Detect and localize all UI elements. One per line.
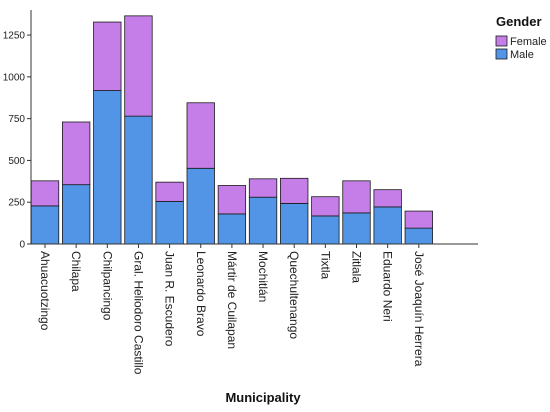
x-tick-label: Zitlala — [350, 251, 364, 283]
x-tick-label: Chilpancingo — [100, 251, 114, 321]
bars — [30, 15, 433, 245]
bar-female — [373, 189, 402, 208]
x-tick-label: Gral. Heliodoro Castillo — [131, 251, 145, 375]
bar-female — [155, 181, 184, 202]
y-tick-label: 1250 — [3, 31, 26, 42]
bar-female — [217, 185, 247, 215]
x-tick-label: Tixtla — [318, 251, 332, 280]
bar-male — [62, 184, 91, 245]
y-tick-label: 750 — [8, 114, 25, 125]
bar-male — [248, 196, 278, 245]
y-tick-label: 250 — [8, 198, 25, 209]
x-axis-title: Municipality — [225, 390, 301, 405]
legend-label-male: Male — [510, 49, 534, 61]
x-tick-label: Leonardo Bravo — [194, 251, 208, 337]
bar-male — [155, 200, 184, 245]
x-tick-label: Ahuacuotzingo — [38, 251, 52, 331]
legend-swatch-female — [495, 35, 508, 47]
x-tick-label: José Joaquín Herrera — [412, 251, 426, 367]
y-tick-label: 0 — [19, 240, 25, 251]
bar-female — [404, 210, 433, 229]
x-tick-label: Mochitlán — [256, 251, 270, 302]
bar-male — [217, 213, 247, 245]
bar-female — [342, 180, 371, 214]
bar-male — [342, 212, 371, 245]
bar-male — [280, 202, 309, 245]
bar-male — [186, 167, 215, 245]
bar-female — [248, 178, 278, 198]
legend-label-female: Female — [510, 36, 547, 48]
axes — [30, 10, 478, 245]
bar-male — [311, 215, 340, 245]
x-tick-label: Mártir de Cuilapan — [225, 251, 239, 349]
bar-female — [280, 177, 309, 204]
x-tick-label: Chilapa — [69, 251, 83, 292]
y-tick-label: 500 — [8, 156, 25, 167]
x-axis-labels: Ahuacuotzingo Chilapa Chilpancingo Gral. He… — [38, 244, 426, 375]
bar-female — [93, 21, 122, 91]
bar-female — [311, 196, 340, 217]
bar-male — [30, 205, 60, 245]
bar-female — [62, 121, 91, 186]
x-tick-label: Eduardo Neri — [381, 251, 395, 322]
bar-male — [93, 90, 122, 245]
bar-female — [30, 180, 60, 207]
legend-title: Gender — [496, 14, 542, 29]
bar-male — [373, 206, 402, 245]
legend-swatch-male — [495, 48, 508, 60]
bar-female — [124, 15, 153, 117]
bar-male — [124, 115, 153, 245]
bar-female — [186, 102, 215, 169]
x-tick-label: Juan R. Escudero — [163, 251, 177, 347]
bar-male — [404, 227, 433, 245]
y-tick-label: 1000 — [3, 72, 26, 83]
y-axis-ticks: 0 250 500 750 1000 1250 — [3, 31, 31, 251]
x-tick-label: Quechultenango — [287, 251, 301, 339]
